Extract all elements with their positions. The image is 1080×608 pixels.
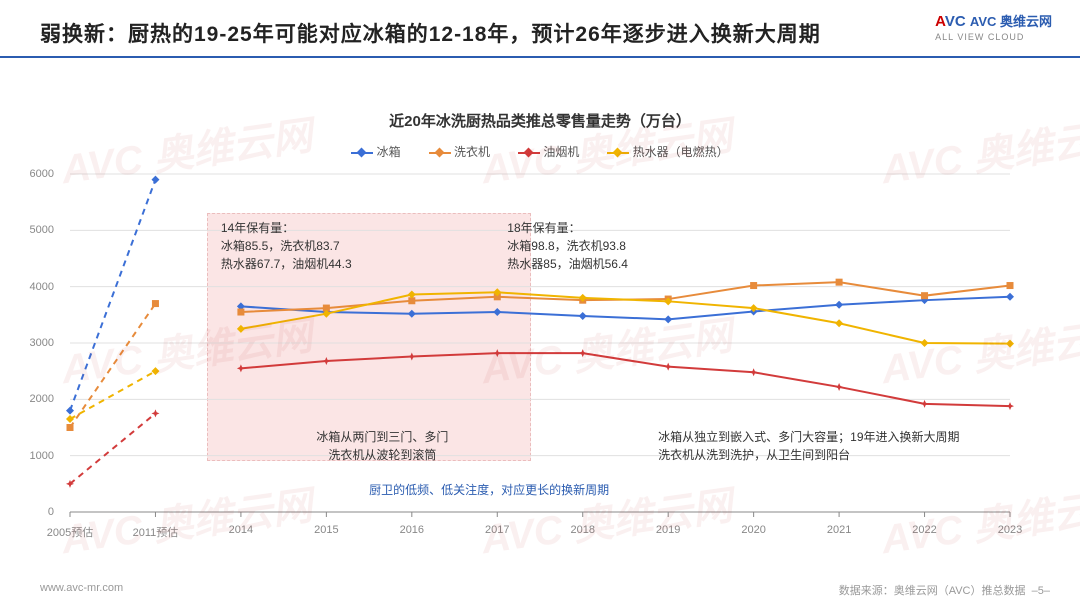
x-axis-label: 2018 (570, 524, 594, 536)
footer-source: 数据来源：奥维云网（AVC）推总数据 –5– (839, 582, 1050, 598)
x-axis-label: 2019 (656, 524, 680, 536)
footer-url: www.avc-mr.com (40, 582, 123, 598)
y-axis-label: 4000 (30, 281, 54, 293)
x-axis-label: 2022 (912, 524, 936, 536)
x-axis-label: 2020 (741, 524, 765, 536)
chart-annotation: 冰箱从两门到三门、多门洗衣机从波轮到滚筒 (316, 428, 448, 464)
chart-annotation: 18年保有量：冰箱98.8，洗衣机93.8热水器85，油烟机56.4 (507, 219, 628, 273)
footer: www.avc-mr.com 数据来源：奥维云网（AVC）推总数据 –5– (40, 582, 1050, 598)
y-axis-label: 2000 (30, 393, 54, 405)
chart-title: 近20年冰洗厨热品类推总零售量走势（万台） (60, 110, 1020, 131)
x-axis-label: 2021 (827, 524, 851, 536)
page-title: 弱换新：厨热的19-25年可能对应冰箱的12-18年，预计26年逐步进入换新大周… (40, 18, 1040, 48)
x-axis-label: 2005预估 (47, 524, 93, 540)
x-axis-label: 2017 (485, 524, 509, 536)
y-axis-label: 5000 (30, 224, 54, 236)
x-axis-label: 2016 (400, 524, 424, 536)
legend-item: 热水器（电燃热） (607, 145, 728, 159)
legend-item: 冰箱 (351, 145, 400, 159)
chart-legend: 冰箱 洗衣机 油烟机 热水器（电燃热） (60, 143, 1020, 160)
x-axis-label: 2014 (229, 524, 253, 536)
legend-item: 洗衣机 (429, 145, 490, 159)
chart-plot: 01000200030004000500060002005预估2011预估201… (60, 168, 1020, 518)
chart-annotation: 厨卫的低频、低关注度，对应更长的换新周期 (369, 481, 609, 499)
chart-annotation: 冰箱从独立到嵌入式、多门大容量；19年进入换新大周期洗衣机从洗到洗护，从卫生间到… (658, 428, 959, 464)
chart-annotation: 14年保有量：冰箱85.5，洗衣机83.7热水器67.7，油烟机44.3 (221, 219, 352, 273)
y-axis-label: 6000 (30, 168, 54, 180)
x-axis-label: 2015 (314, 524, 338, 536)
title-bar: 弱换新：厨热的19-25年可能对应冰箱的12-18年，预计26年逐步进入换新大周… (0, 0, 1080, 58)
y-axis-label: 3000 (30, 337, 54, 349)
x-axis-label: 2023 (998, 524, 1022, 536)
y-axis-label: 1000 (30, 450, 54, 462)
chart-container: 近20年冰洗厨热品类推总零售量走势（万台） 冰箱 洗衣机 油烟机 热水器（电燃热… (60, 110, 1020, 540)
legend-item: 油烟机 (518, 145, 579, 159)
y-axis-label: 0 (48, 506, 54, 518)
x-axis-label: 2011预估 (133, 524, 179, 540)
brand-logo: AVC AVC 奥维云网 ALL VIEW CLOUD (935, 14, 1052, 43)
